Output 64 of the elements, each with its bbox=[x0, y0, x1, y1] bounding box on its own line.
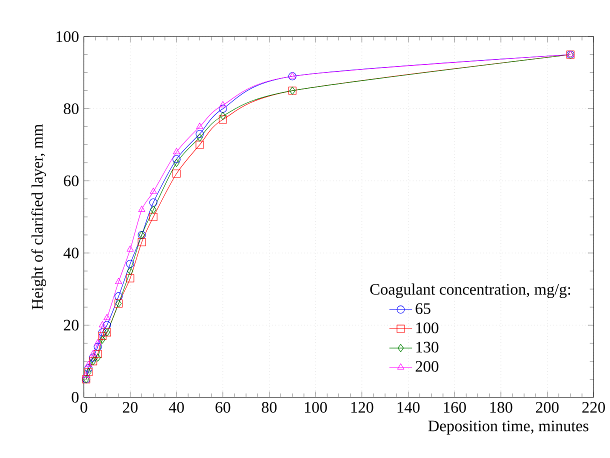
legend-label: 65 bbox=[416, 303, 430, 314]
point bbox=[115, 278, 122, 284]
legend-label: 100 bbox=[416, 322, 438, 334]
point bbox=[149, 198, 158, 206]
point bbox=[89, 354, 98, 362]
x-tick-label: 60 bbox=[216, 402, 230, 413]
point bbox=[138, 238, 146, 246]
y-tick-label: 40 bbox=[63, 248, 79, 258]
point bbox=[172, 170, 181, 178]
x-tick-label: 140 bbox=[398, 402, 420, 413]
y-tick-label: 0 bbox=[72, 392, 79, 403]
x-tick-label: 0 bbox=[80, 402, 88, 413]
point bbox=[94, 339, 102, 346]
point bbox=[196, 134, 203, 142]
legend-title: Coagulant concentration, mg/g: bbox=[370, 283, 570, 298]
point bbox=[196, 130, 204, 138]
point bbox=[90, 350, 97, 356]
point bbox=[114, 292, 123, 300]
point bbox=[138, 206, 146, 212]
point bbox=[172, 155, 181, 164]
x-tick-label: 80 bbox=[262, 402, 277, 413]
point bbox=[84, 364, 92, 372]
x-tick-label: 180 bbox=[490, 402, 512, 413]
y-tick-label: 20 bbox=[64, 320, 79, 330]
point bbox=[173, 148, 180, 154]
legend-label: 200 bbox=[416, 360, 438, 372]
point bbox=[173, 158, 180, 167]
y-axis-title: Height of clarified layer, mm bbox=[31, 124, 46, 310]
point bbox=[98, 328, 106, 336]
y-tick-label: 80 bbox=[64, 103, 79, 114]
point bbox=[103, 321, 112, 330]
x-tick-label: 100 bbox=[304, 402, 327, 413]
x-tick-label: 40 bbox=[168, 402, 184, 413]
point bbox=[126, 245, 134, 252]
x-tick-label: 200 bbox=[536, 402, 559, 413]
point bbox=[126, 274, 134, 282]
point bbox=[150, 188, 157, 194]
point bbox=[98, 332, 106, 340]
y-tick-label: 100 bbox=[56, 31, 79, 42]
point bbox=[126, 260, 134, 268]
point bbox=[94, 350, 102, 358]
x-tick-label: 20 bbox=[122, 402, 138, 413]
point bbox=[99, 335, 106, 344]
point bbox=[149, 212, 158, 221]
point bbox=[218, 104, 227, 113]
y-tick-label: 60 bbox=[64, 175, 79, 186]
x-axis-title: Deposition time, minutes bbox=[428, 420, 588, 434]
point bbox=[84, 360, 92, 367]
x-tick-label: 160 bbox=[444, 402, 466, 413]
point bbox=[82, 372, 90, 378]
point bbox=[150, 206, 156, 214]
point bbox=[196, 122, 204, 129]
legend-label: 130 bbox=[416, 342, 438, 352]
point bbox=[98, 321, 106, 328]
point bbox=[220, 112, 226, 120]
point bbox=[218, 115, 227, 124]
point bbox=[219, 101, 226, 108]
point bbox=[196, 140, 204, 149]
point bbox=[127, 266, 134, 275]
point bbox=[94, 354, 101, 362]
x-tick-label: 220 bbox=[582, 402, 605, 413]
point bbox=[94, 342, 102, 351]
point bbox=[104, 314, 111, 320]
x-tick-label: 120 bbox=[351, 402, 374, 413]
